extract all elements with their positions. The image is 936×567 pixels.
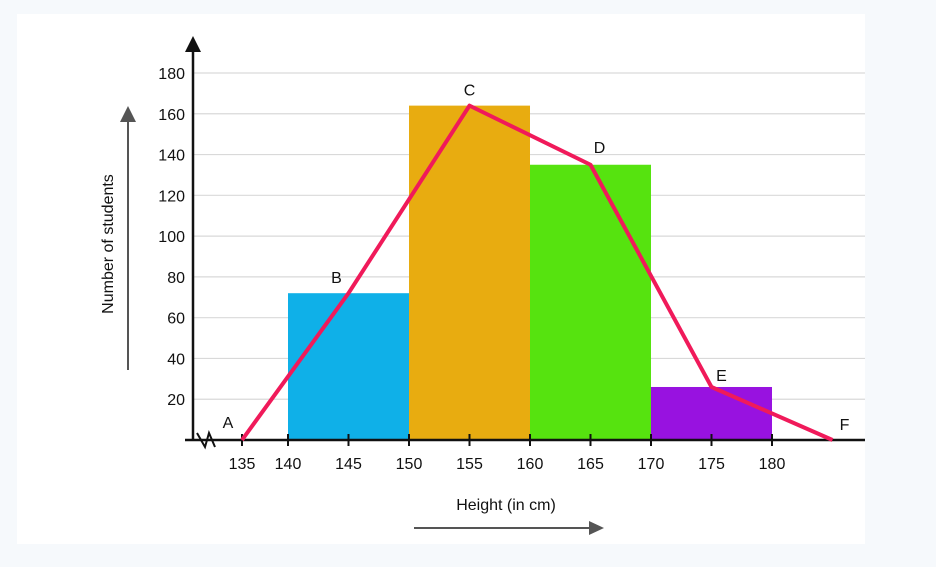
y-tick-label: 100 xyxy=(158,229,185,246)
x-tick-label: 175 xyxy=(698,456,725,473)
y-tick-label: 140 xyxy=(158,148,185,165)
x-tick-labels: 135 140 145 150 155 160 165 170 175 180 xyxy=(229,434,786,473)
bar-150-160 xyxy=(409,105,530,440)
y-tick-labels: 20 40 60 80 100 120 140 160 180 xyxy=(158,66,185,409)
y-tick-label: 20 xyxy=(167,392,185,409)
frequency-polygon xyxy=(240,103,834,442)
x-tick-label: 145 xyxy=(335,456,362,473)
x-tick-label: 165 xyxy=(577,456,604,473)
y-axis-title: Number of students xyxy=(100,106,136,370)
chart-panel: 20 40 60 80 100 120 140 160 180 135 140 145 150 155 1… xyxy=(17,14,865,544)
y-tick-label: 40 xyxy=(167,351,185,368)
bar-140-150 xyxy=(288,293,409,440)
point-label-F: F xyxy=(840,417,850,434)
bar-170-180 xyxy=(651,386,772,440)
axes xyxy=(185,36,865,450)
point-label-D: D xyxy=(594,140,606,157)
up-arrow-icon xyxy=(120,106,136,122)
x-tick-label: 170 xyxy=(638,456,665,473)
axis-break-icon xyxy=(196,430,216,450)
point-label-A: A xyxy=(223,415,234,432)
y-axis-arrowhead xyxy=(185,36,201,52)
bar-160-170 xyxy=(530,164,651,440)
polygon-point-labels: A B C D E F xyxy=(223,83,850,434)
x-tick-label: 150 xyxy=(396,456,423,473)
x-axis-label: Height (in cm) xyxy=(456,497,556,514)
y-axis-label: Number of students xyxy=(100,174,117,314)
y-tick-label: 160 xyxy=(158,107,185,124)
point-label-B: B xyxy=(331,270,342,287)
x-tick-label: 140 xyxy=(275,456,302,473)
point-label-E: E xyxy=(716,368,727,385)
right-arrow-icon xyxy=(589,521,604,535)
y-tick-label: 60 xyxy=(167,311,185,328)
x-tick-label: 180 xyxy=(759,456,786,473)
polygon-line xyxy=(240,103,834,442)
x-tick-label: 135 xyxy=(229,456,256,473)
y-tick-label: 120 xyxy=(158,188,185,205)
x-tick-label: 160 xyxy=(517,456,544,473)
x-axis-title: Height (in cm) xyxy=(414,497,604,535)
x-tick-label: 155 xyxy=(456,456,483,473)
point-label-C: C xyxy=(464,83,476,100)
y-tick-label: 80 xyxy=(167,270,185,287)
y-tick-label: 180 xyxy=(158,66,185,83)
histogram-bars xyxy=(288,105,772,440)
